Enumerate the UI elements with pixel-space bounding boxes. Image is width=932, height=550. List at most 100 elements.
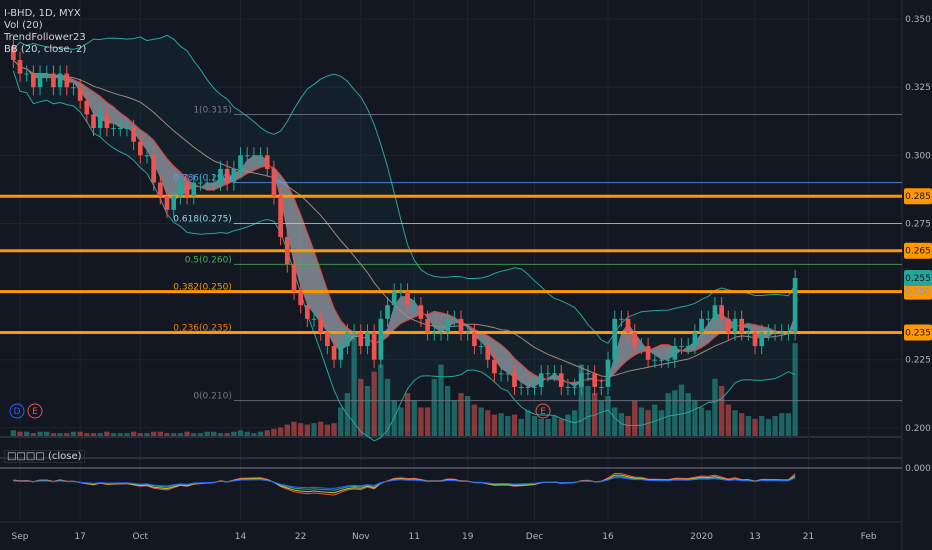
candle-body: [37, 73, 43, 88]
time-tick-label: 16: [602, 532, 614, 542]
volume-bar: [665, 393, 671, 436]
time-tick-label: 17: [74, 532, 85, 542]
volume-bar: [17, 431, 23, 436]
event-marker-label: D: [14, 407, 21, 417]
price-tick-label: 0.350: [905, 15, 931, 25]
volume-bar: [505, 416, 511, 436]
bb-basis-line: [12, 59, 796, 378]
volume-bar: [217, 433, 224, 436]
candle-body: [365, 332, 370, 347]
trend-indicator-label[interactable]: TrendFollower23: [4, 32, 86, 43]
volume-bar: [779, 413, 785, 436]
volume-bar: [211, 431, 217, 436]
volume-bar: [130, 431, 137, 436]
bb-indicator-label[interactable]: BB (20, close, 2): [4, 44, 87, 55]
volume-bar: [485, 410, 491, 436]
volume-bar: [231, 431, 237, 436]
volume-bar: [418, 407, 424, 436]
volume-bar: [765, 418, 772, 436]
volume-bar: [398, 407, 404, 436]
price-level-badge-text: 0.250: [905, 288, 931, 298]
candle-body: [391, 291, 397, 306]
fib-level-label: 1(0.315): [193, 105, 232, 115]
volume-bar: [70, 431, 77, 436]
candle-body: [565, 386, 571, 388]
candle-body: [592, 373, 597, 387]
candle-body: [558, 373, 564, 387]
volume-bar: [411, 400, 417, 436]
candle-body: [244, 155, 250, 157]
candle-body: [111, 128, 116, 130]
candle-body: [712, 305, 718, 319]
candle-body: [725, 318, 731, 333]
candle-body: [325, 332, 330, 347]
volume-bar: [725, 404, 731, 436]
candle-body: [97, 114, 103, 129]
bb-upper-line: [12, 34, 796, 344]
chart-legend: I-BHD, 1D, MYX Vol (20) TrendFollower23 …: [4, 8, 86, 56]
candle-body: [418, 305, 424, 319]
volume-bar: [591, 393, 598, 436]
volume-bar: [10, 430, 17, 436]
candle-body: [492, 359, 497, 374]
volume-bar: [331, 423, 337, 436]
oscillator-title[interactable]: □□□□ (close): [4, 450, 85, 463]
time-tick-label: 22: [295, 532, 306, 542]
volume-bar: [164, 433, 170, 436]
candle-body: [204, 182, 210, 184]
volume-bar: [618, 413, 625, 436]
time-tick-label: 19: [462, 532, 474, 542]
last-price-badge: [904, 269, 932, 286]
time-tick-label: Sep: [12, 532, 29, 542]
volume-bar: [431, 378, 437, 436]
candle-body: [224, 168, 230, 183]
candle-body: [766, 332, 771, 334]
candle-body: [645, 346, 651, 360]
candle-body: [665, 359, 671, 361]
volume-bar: [50, 433, 57, 436]
candle-body: [284, 237, 290, 265]
candle-body: [258, 155, 263, 157]
candle-body: [752, 332, 758, 347]
volume-bar: [384, 378, 391, 436]
candle-body: [458, 318, 464, 333]
volume-bar: [30, 433, 37, 436]
candle-body: [298, 291, 303, 306]
candle-body: [117, 128, 123, 130]
volume-bar: [318, 421, 324, 436]
candle-body: [158, 182, 163, 197]
volume-bar: [732, 410, 738, 436]
candle-body: [538, 373, 544, 387]
bb-lower-line: [12, 70, 796, 442]
price-tick-label: 0.225: [905, 356, 931, 366]
volume-bar: [638, 407, 645, 436]
vol-indicator-label[interactable]: Vol (20): [4, 20, 43, 31]
candle-body: [124, 128, 130, 130]
oscillator-line: [13, 477, 796, 489]
candle-body: [792, 277, 798, 333]
candle-body: [505, 373, 511, 375]
candle-body: [652, 359, 658, 361]
volume-bar: [110, 433, 117, 436]
price-level-badge-text: 0.285: [905, 192, 931, 202]
candle-body: [632, 332, 638, 347]
time-tick-label: 21: [803, 532, 814, 542]
candle-body: [305, 305, 310, 319]
volume-bar: [137, 433, 143, 436]
volume-bar: [104, 431, 110, 436]
candle-body: [137, 141, 143, 156]
volume-bar: [712, 378, 718, 436]
volume-bar: [237, 430, 244, 436]
candle-body: [578, 373, 584, 387]
candle-body: [518, 386, 524, 388]
candle-body: [759, 332, 765, 347]
candle-body: [345, 332, 350, 347]
candle-body: [31, 73, 36, 88]
volume-bar: [444, 386, 451, 436]
candle-body: [104, 114, 110, 129]
volume-bar: [458, 393, 464, 436]
volume-bar: [284, 424, 290, 436]
candle-body: [218, 168, 223, 183]
candle-body: [411, 305, 417, 307]
